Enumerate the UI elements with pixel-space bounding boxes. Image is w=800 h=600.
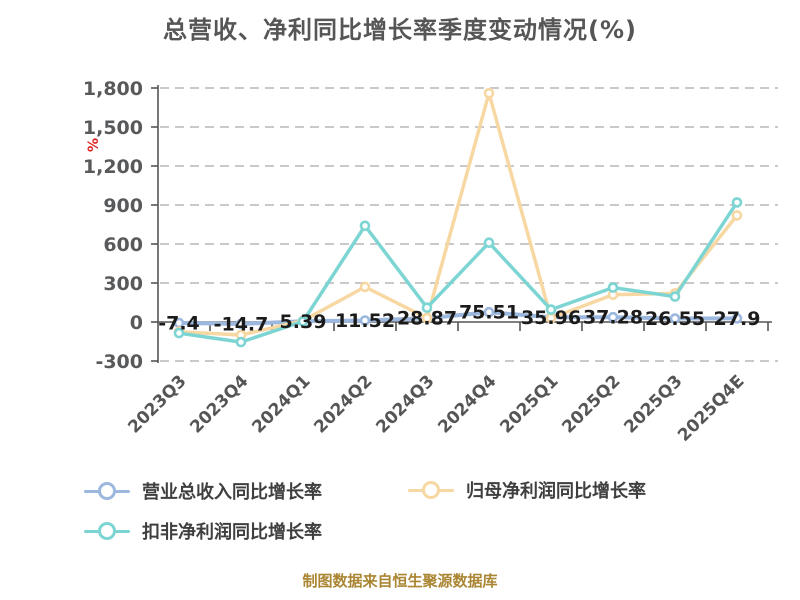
data-label-s0: 27.9: [714, 308, 761, 330]
data-point-marker-s2[interactable]: [297, 316, 309, 327]
data-point-marker-s0[interactable]: [731, 313, 743, 324]
data-point-marker-s1[interactable]: [731, 210, 743, 221]
x-tick-label: 2025Q3: [620, 371, 686, 437]
data-label-s0: 5.39: [280, 311, 327, 333]
legend-label: 营业总收入同比增长率: [142, 482, 322, 503]
data-point-marker-s2[interactable]: [421, 302, 433, 314]
data-point-marker-s0[interactable]: [359, 315, 371, 326]
data-label-s0: -14.7: [214, 313, 269, 335]
data-point-marker-s2[interactable]: [607, 282, 619, 293]
line-chart: 1,800 1,500 1,200 900 600 300 0 -300% 2023Q32023…: [83, 78, 778, 446]
x-tick-label: 2025Q1: [496, 371, 562, 437]
x-tick-label: 2025Q2: [558, 371, 624, 437]
y-tick-label: 1,800: [83, 78, 143, 100]
revenue-series-legend-icon: [84, 482, 130, 500]
data-label-s0: 26.55: [645, 308, 705, 330]
data-point-marker-s2[interactable]: [173, 327, 185, 339]
y-axis-unit-label: %: [86, 138, 102, 152]
data-point-marker-s0[interactable]: [483, 306, 495, 318]
legend-row-1: 营业总收入同比增长率 归母净利润同比增长率: [84, 477, 784, 505]
data-point-marker-s2[interactable]: [359, 220, 371, 232]
y-tick-label: 900: [103, 195, 143, 217]
data-label-s0: 11.52: [335, 310, 395, 332]
data-point-marker-s1[interactable]: [483, 87, 495, 99]
y-tick-label: 300: [103, 273, 143, 295]
x-tick-label: 2025Q4E: [674, 371, 748, 445]
x-tick-label: 2024Q3: [372, 371, 438, 437]
data-point-marker-s0[interactable]: [607, 311, 619, 323]
y-tick-label: 0: [130, 312, 143, 334]
data-label-s0: 75.51: [459, 302, 519, 324]
data-point-marker-s0[interactable]: [669, 313, 681, 324]
y-tick-label: 1,200: [83, 156, 143, 178]
x-tick-label: 2023Q4: [186, 371, 252, 437]
series-line-1: [177, 91, 739, 337]
x-tick-label: 2024Q4: [434, 371, 500, 437]
legend-item-net-profit[interactable]: 归母净利润同比增长率: [408, 477, 646, 503]
data-point-marker-s2[interactable]: [483, 237, 495, 248]
series-line-2: [177, 200, 739, 344]
data-label-s0: 37.28: [583, 307, 643, 329]
data-label-s0: 28.87: [397, 308, 457, 330]
data-point-marker-s1[interactable]: [359, 281, 371, 293]
legend-label: 归母净利润同比增长率: [466, 481, 646, 502]
nongaap-series-legend-icon: [84, 522, 130, 540]
data-point-marker-s1[interactable]: [421, 312, 433, 324]
y-tick-label: -300: [95, 351, 143, 373]
x-tick-label: 2024Q2: [310, 371, 376, 437]
net-profit-series-legend-icon: [408, 481, 454, 499]
page-title: 总营收、净利同比增长率季度变动情况(%): [163, 16, 637, 44]
data-label-s0: 35.96: [521, 307, 581, 329]
x-tick-label: 2023Q3: [124, 371, 190, 437]
legend-item-nongaap-profit[interactable]: 扣非净利润同比增长率: [84, 518, 322, 544]
y-tick-label: 600: [103, 234, 143, 256]
data-point-marker-s2[interactable]: [235, 336, 247, 348]
data-label-s0: -7.4: [158, 313, 200, 335]
data-point-marker-s2[interactable]: [731, 197, 743, 208]
data-point-marker-s0[interactable]: [235, 318, 247, 330]
legend-label: 扣非净利润同比增长率: [142, 522, 322, 543]
data-point-marker-s2[interactable]: [545, 304, 557, 315]
legend-row-2: 扣非净利润同比增长率: [84, 517, 784, 545]
y-tick-label: 1,500: [83, 117, 143, 139]
data-point-marker-s2[interactable]: [669, 291, 681, 302]
series-line-0: [177, 310, 739, 326]
data-source-credit: 制图数据来自恒生聚源数据库: [302, 572, 498, 590]
x-tick-label: 2024Q1: [248, 371, 314, 437]
legend-item-revenue[interactable]: 营业总收入同比增长率: [84, 478, 322, 504]
